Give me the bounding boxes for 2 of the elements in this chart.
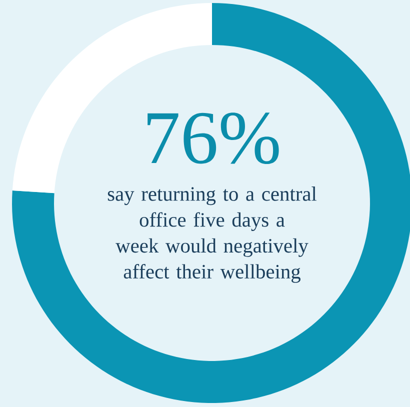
text: say returning to a central office five days a week would negatively affect their wellbeing: [108, 186, 317, 283]
data-label: 76%: [148, 112, 279, 164]
